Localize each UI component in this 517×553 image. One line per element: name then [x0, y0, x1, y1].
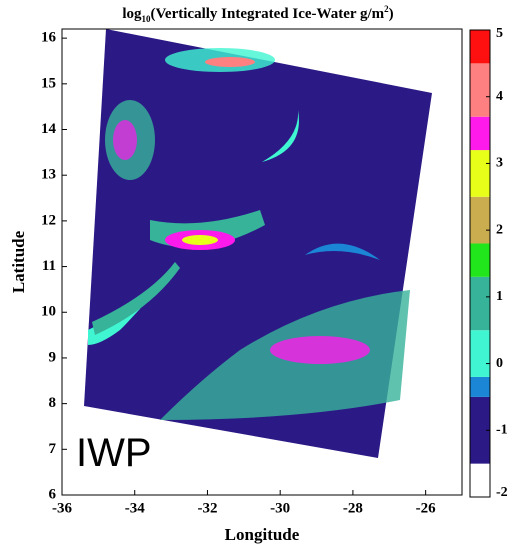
colorbar-bin — [470, 330, 490, 377]
field — [84, 29, 432, 458]
y-tick-label: 9 — [49, 349, 57, 365]
y-tick-label: 15 — [41, 75, 56, 91]
colorbar-tick-label: 1 — [496, 289, 503, 304]
colorbar-tick-label: 4 — [496, 89, 503, 104]
x-tick-label: -30 — [270, 500, 290, 516]
colorbar-frame — [469, 29, 491, 498]
title-subscript: 10 — [141, 14, 151, 24]
colorbar-bin — [470, 243, 490, 277]
colorbar-bin — [470, 376, 490, 397]
axes-frame — [61, 28, 463, 496]
x-tick-label: -28 — [343, 500, 363, 516]
colorbar-tick-label: 3 — [496, 156, 503, 171]
x-tick-label: -32 — [197, 500, 217, 516]
y-tick-label: 13 — [41, 167, 56, 183]
x-tick-label: -26 — [416, 500, 436, 516]
cloud — [113, 120, 137, 160]
cloud — [92, 262, 180, 335]
y-tick-label: 7 — [49, 441, 57, 457]
y-tick-label: 10 — [41, 304, 56, 320]
colorbar-tick-label: 0 — [496, 356, 503, 371]
colorbar-bin — [470, 63, 490, 117]
cloud — [205, 57, 255, 67]
y-tick-label: 12 — [41, 212, 56, 228]
title-part: ) — [389, 6, 394, 22]
y-tick-label: 6 — [49, 486, 57, 502]
title-part: log — [122, 6, 142, 22]
y-tick-label: 14 — [41, 121, 57, 137]
colorbar-tick-label: 5 — [496, 26, 503, 41]
colorbar-bin — [470, 276, 490, 331]
colorbar-bin — [470, 463, 490, 497]
colorbar-bin — [470, 196, 490, 244]
cloud — [182, 235, 218, 245]
title-part: (Vertically Integrated Ice-Water g/m — [150, 6, 384, 22]
y-tick-label: 11 — [42, 258, 56, 274]
colorbar-bin — [470, 30, 490, 64]
cloud — [305, 243, 380, 260]
colorbar-tick-label: -1 — [496, 423, 508, 438]
colorbar-tick-label: -2 — [496, 485, 508, 500]
y-axis-label: Latitude — [9, 230, 28, 293]
colorbar-bin — [470, 116, 490, 151]
x-tick-label: -34 — [125, 500, 145, 516]
colorbar-bin — [470, 150, 490, 197]
cloud — [262, 110, 299, 162]
title-superscript: 2 — [384, 4, 389, 14]
x-tick-label: -36 — [52, 500, 72, 516]
chart-title: log10(Vertically Integrated Ice-Water g/… — [122, 4, 393, 24]
colorbar-bin — [470, 396, 490, 464]
annotation: IWP — [76, 431, 152, 475]
y-tick-label: 8 — [49, 395, 57, 411]
y-tick-label: 16 — [41, 30, 57, 46]
colorbar-tick-label: 2 — [496, 222, 503, 237]
x-axis-label: Longitude — [225, 525, 300, 544]
cloud — [270, 336, 370, 364]
